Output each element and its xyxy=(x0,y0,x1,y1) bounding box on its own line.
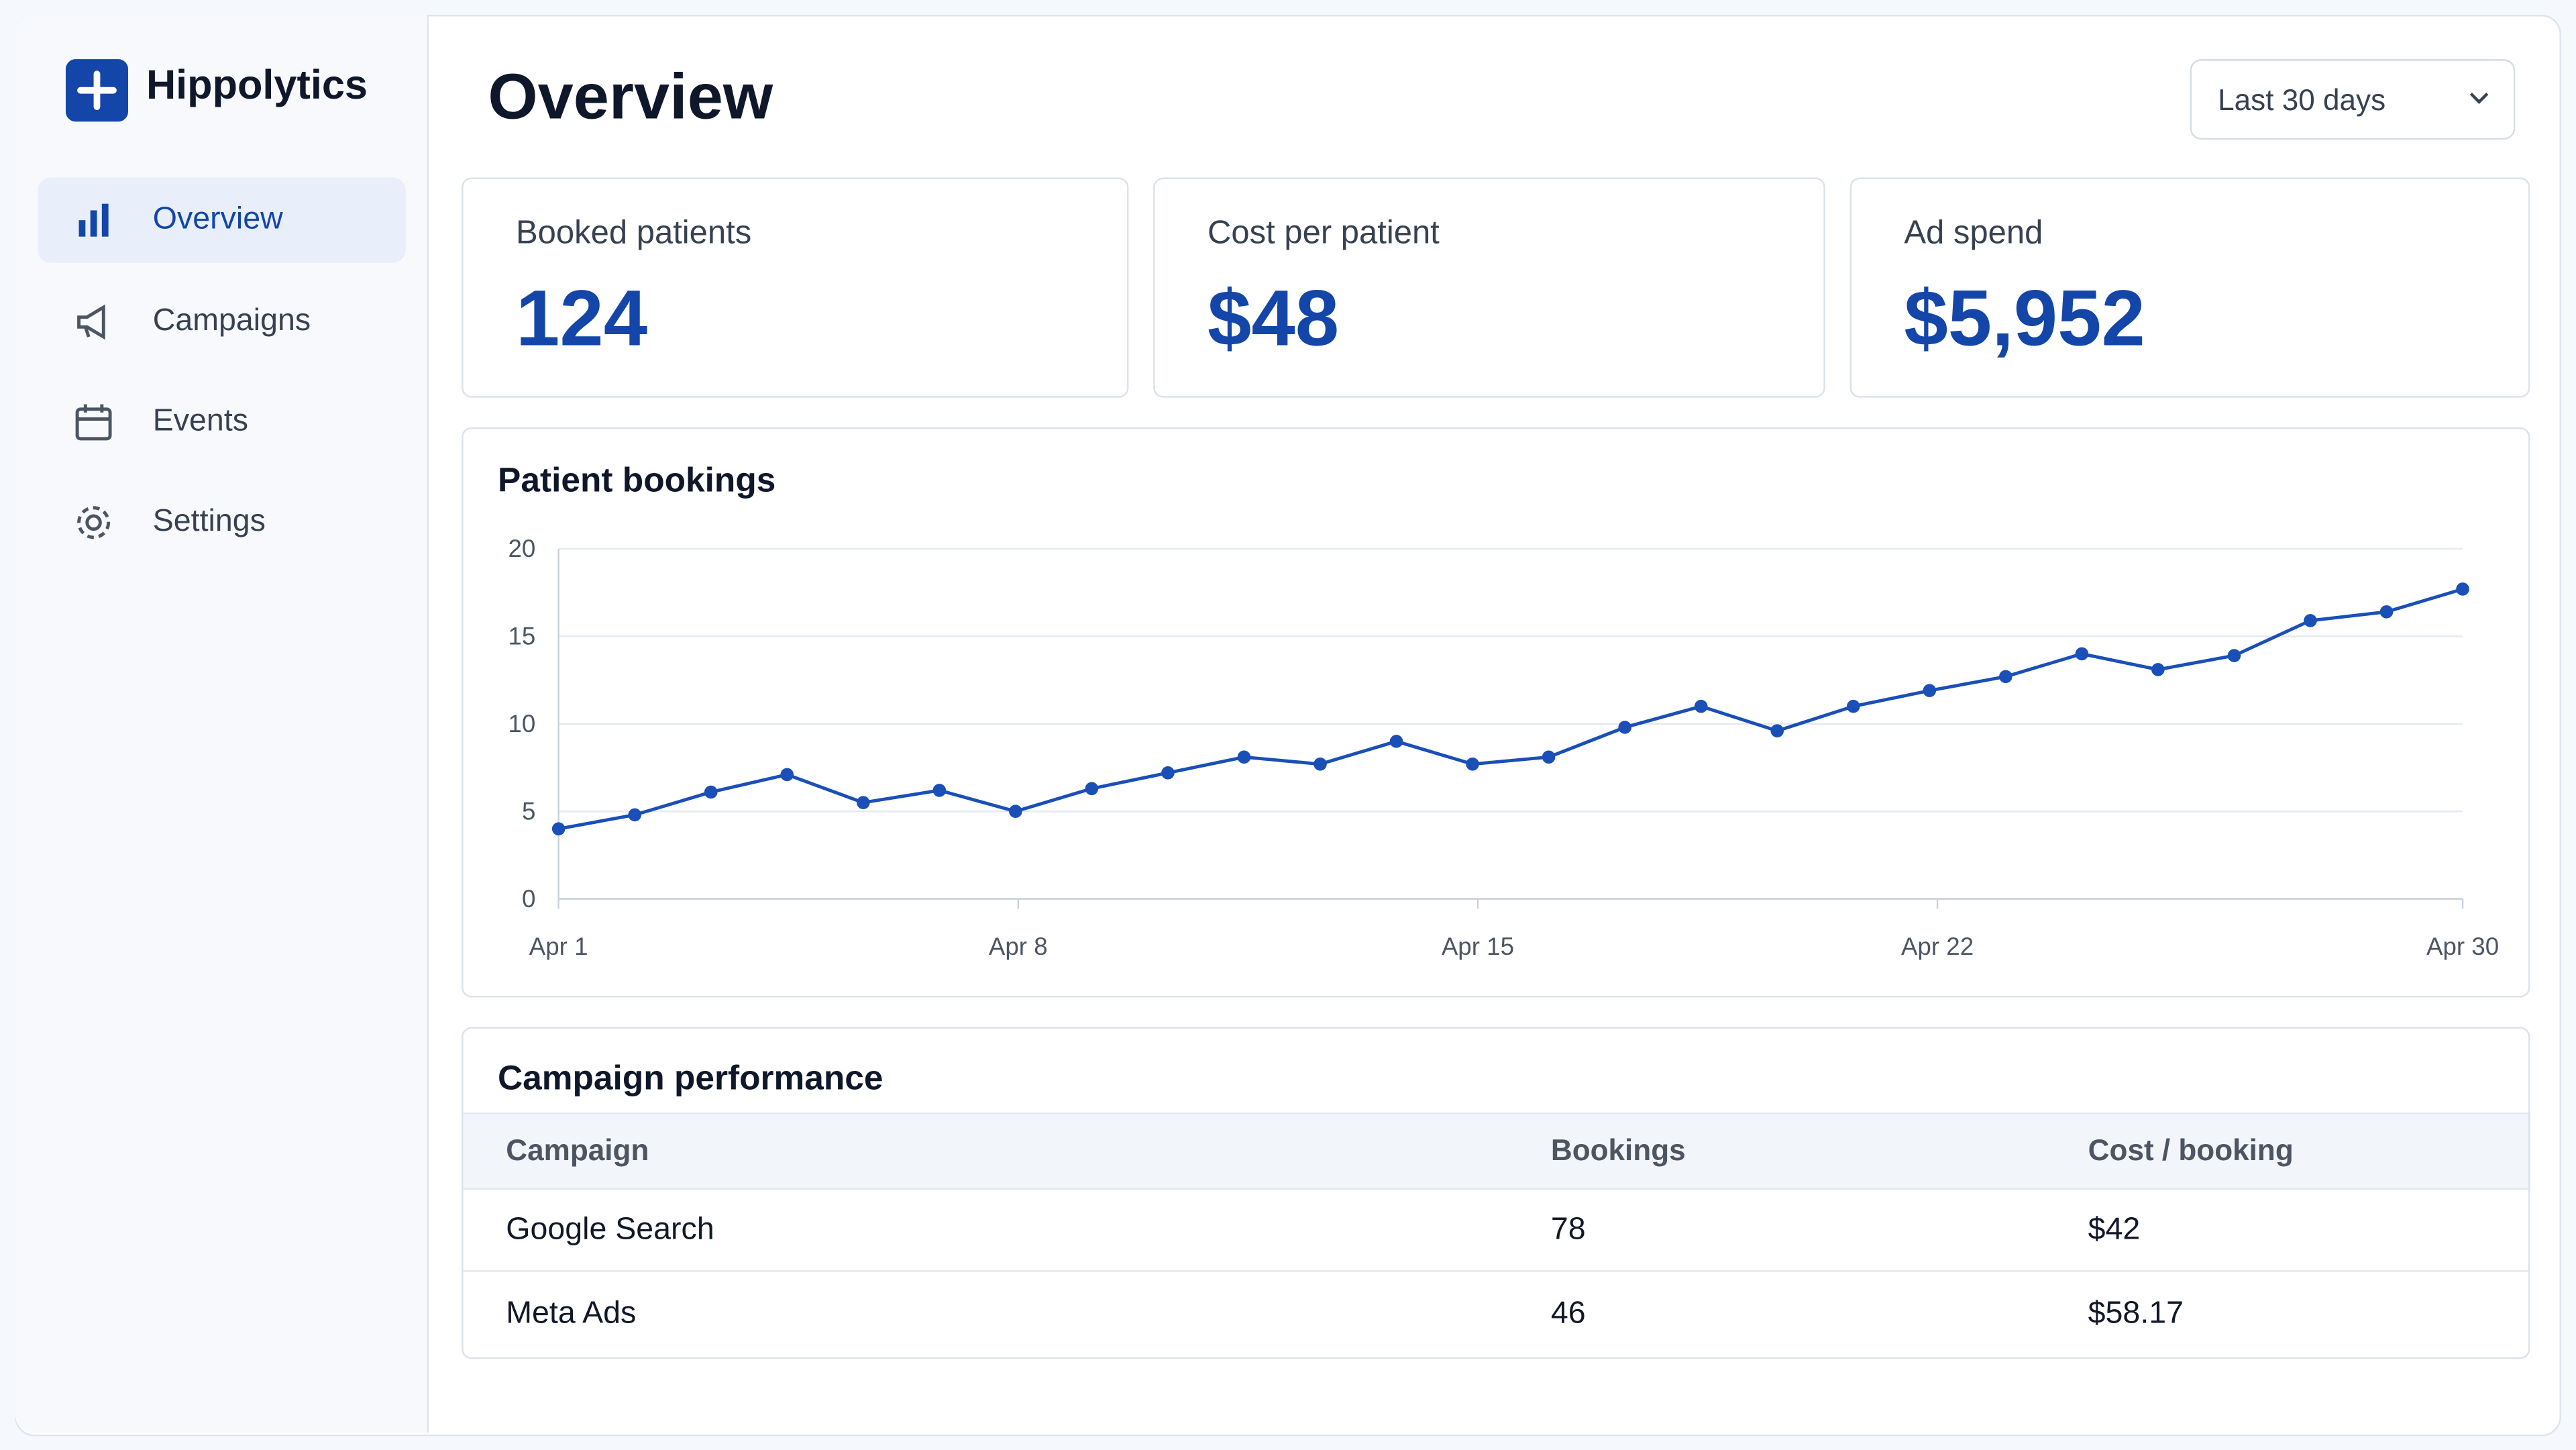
point xyxy=(2227,649,2241,662)
kpi-card: Booked patients 124 xyxy=(462,177,1129,398)
chart-card xyxy=(462,427,2530,998)
table-header xyxy=(463,1112,2529,1190)
point xyxy=(857,796,870,809)
point xyxy=(1923,684,1937,698)
y-tick-label: 10 xyxy=(508,710,536,737)
x-tick-label: Apr 15 xyxy=(1442,933,1514,960)
x-tick-label: Apr 8 xyxy=(989,933,1048,960)
point xyxy=(1770,724,1784,738)
nav-item[interactable]: Settings xyxy=(38,480,406,565)
point xyxy=(2151,663,2165,676)
nav-label: Overview xyxy=(152,202,283,237)
kpi-value: $5,952 xyxy=(1904,276,2145,364)
point xyxy=(1389,735,1403,748)
nav-item[interactable]: Events xyxy=(38,380,406,465)
table-cell: $42 xyxy=(2088,1212,2141,1247)
point xyxy=(628,808,641,822)
nav-item[interactable]: Campaigns xyxy=(38,279,406,364)
table-cell: 46 xyxy=(1550,1296,1586,1331)
row-divider xyxy=(463,1270,2529,1272)
table-cell: Google Search xyxy=(506,1212,714,1247)
point xyxy=(780,768,794,782)
point xyxy=(1237,750,1251,764)
x-tick-label: Apr 1 xyxy=(529,933,588,960)
kpi-card: Ad spend $5,952 xyxy=(1849,177,2530,398)
table-card xyxy=(462,1027,2530,1359)
column-header: Cost / booking xyxy=(2088,1133,2294,1167)
line xyxy=(558,587,2463,831)
x-tick-label: Apr 22 xyxy=(1901,933,1974,960)
point xyxy=(1542,750,1556,764)
kpi-label: Ad spend xyxy=(1904,215,2043,252)
nav-label: Settings xyxy=(152,504,266,539)
point xyxy=(1694,699,1708,713)
kpi-label: Booked patients xyxy=(515,215,752,252)
table-cell: $58.17 xyxy=(2088,1296,2184,1331)
chart-title: Patient bookings xyxy=(498,462,776,500)
table-cell: Meta Ads xyxy=(506,1296,637,1331)
point xyxy=(932,784,947,797)
point xyxy=(704,785,718,799)
nav-label: Events xyxy=(152,404,249,439)
brand: Hippolytics xyxy=(146,62,368,109)
column-header: Campaign xyxy=(506,1133,649,1167)
point xyxy=(1161,766,1175,780)
point xyxy=(2075,647,2089,661)
logo xyxy=(65,59,129,122)
point xyxy=(1085,782,1099,796)
y-tick-label: 5 xyxy=(522,797,535,825)
point xyxy=(1009,805,1022,818)
nav-label: Campaigns xyxy=(152,304,311,339)
kpi-label: Cost per patient xyxy=(1208,215,1440,252)
kpi-value: $48 xyxy=(1208,276,1340,364)
point xyxy=(1466,757,1479,771)
x-tick-label: Apr 30 xyxy=(2426,933,2499,960)
point xyxy=(2304,614,2317,627)
point xyxy=(2379,605,2394,619)
y-tick-label: 15 xyxy=(508,623,536,650)
y-tick-label: 0 xyxy=(522,885,535,913)
select-label: Last 30 days xyxy=(2218,83,2386,117)
nav-item[interactable]: Overview xyxy=(38,177,406,263)
kpi-card: Cost per patient $48 xyxy=(1153,177,1825,398)
point xyxy=(1618,721,1631,734)
y-tick-label: 20 xyxy=(508,535,536,562)
kpi-value: 124 xyxy=(515,276,648,364)
date-range-select[interactable]: Last 30 days xyxy=(2190,59,2516,140)
point xyxy=(1999,670,2012,684)
page-title: Overview xyxy=(488,62,773,134)
table-title: Campaign performance xyxy=(498,1059,883,1098)
point xyxy=(2456,582,2469,596)
table-cell: 78 xyxy=(1550,1212,1586,1247)
point xyxy=(1846,699,1860,713)
column-header: Bookings xyxy=(1550,1133,1686,1167)
point xyxy=(1313,757,1327,771)
point xyxy=(551,822,566,836)
